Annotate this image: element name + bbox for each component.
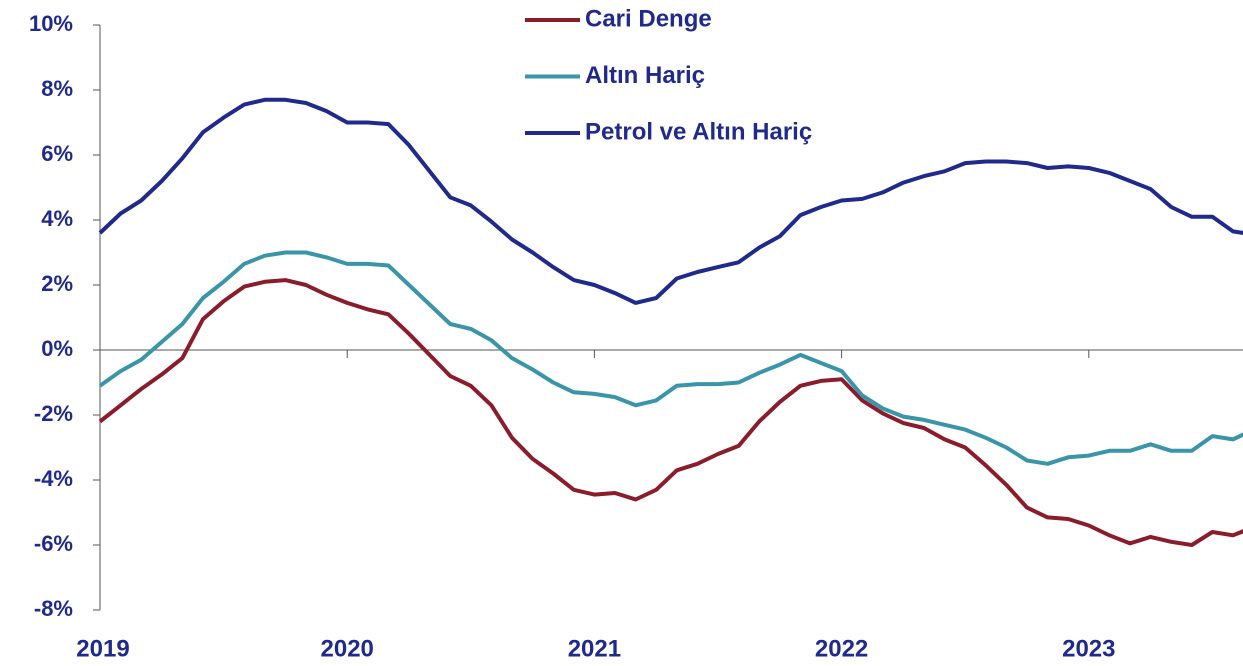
line-series (98, 97, 1243, 305)
legend-label: Cari Denge (585, 5, 712, 32)
y-tick-label: 6% (41, 141, 73, 166)
x-tick-label: 2022 (815, 635, 868, 662)
y-tick-label: -2% (34, 401, 73, 426)
x-tick-label: 2020 (321, 635, 374, 662)
y-tick-label: -8% (34, 596, 73, 621)
y-tick-label: -4% (34, 466, 73, 491)
legend-label: Altın Hariç (585, 62, 705, 89)
plot-area (98, 97, 1243, 547)
line-series (98, 278, 1243, 547)
y-tick-label: 10% (29, 11, 73, 36)
x-tick-label: 2019 (76, 635, 129, 662)
y-tick-label: 0% (41, 336, 73, 361)
line-series (98, 250, 1243, 466)
y-tick-label: 4% (41, 206, 73, 231)
x-tick-label: 2021 (568, 635, 621, 662)
legend-label: Petrol ve Altın Hariç (585, 118, 812, 145)
y-tick-label: 2% (41, 271, 73, 296)
x-tick-label: 2023 (1062, 635, 1115, 662)
y-tick-label: 8% (41, 76, 73, 101)
y-tick-label: -6% (34, 531, 73, 556)
